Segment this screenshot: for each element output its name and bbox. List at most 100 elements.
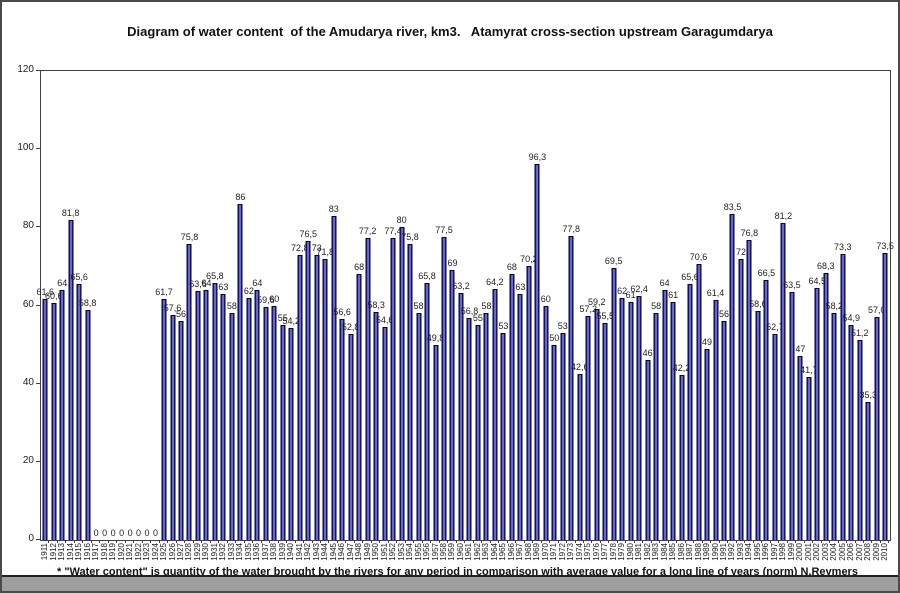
bar-value-label: 65,8 — [418, 270, 436, 281]
bar — [500, 332, 506, 540]
bar — [322, 259, 328, 540]
bar-group: 0 — [100, 71, 108, 540]
bar-value-label: 75,8 — [180, 231, 199, 242]
bar — [585, 316, 591, 540]
bar-value-label: 66,5 — [757, 268, 776, 279]
x-tick-mark — [49, 540, 58, 543]
x-tick-label: 1948 — [354, 543, 364, 561]
x-tick-mark — [270, 540, 279, 543]
bar-value-label: 64 — [57, 277, 68, 288]
bar-group: 58 — [481, 71, 491, 540]
x-tick-label: 2010 — [880, 543, 890, 561]
y-tick-mark — [36, 382, 40, 384]
bar-group: 52,7 — [766, 71, 784, 540]
x-tick-mark — [448, 540, 457, 543]
bar-group: 0 — [134, 71, 142, 540]
x-axis-ticks — [41, 540, 890, 543]
x-tick-mark — [355, 540, 364, 543]
bar-value-label: 64,2 — [486, 277, 504, 288]
x-tick-label: 1985 — [668, 543, 678, 561]
x-tick-mark — [363, 540, 372, 543]
bar-value-label: 53 — [498, 320, 509, 331]
bar-value-label: 80 — [396, 215, 407, 226]
x-tick-mark — [508, 540, 517, 543]
x-tick-mark — [788, 540, 797, 543]
x-tick-mark — [338, 540, 347, 543]
bar — [619, 297, 625, 540]
bar-group: 57,2 — [579, 71, 597, 540]
x-tick-label: 1919 — [108, 543, 118, 561]
x-tick-mark — [134, 540, 143, 543]
bar-value-label: 83,5 — [723, 201, 742, 212]
bar-group: 53 — [498, 71, 509, 540]
bar-group: 41,7 — [800, 71, 818, 540]
bar-group: 56,8 — [461, 71, 478, 540]
bar-value-label: 96,3 — [528, 151, 547, 162]
bar-group: 63,6 — [189, 71, 207, 540]
bar-group: 46 — [643, 71, 653, 540]
bar-group: 83 — [329, 71, 339, 540]
bar-group: 42,6 — [571, 71, 589, 540]
x-tick-label: 1979 — [617, 543, 627, 561]
bar — [670, 301, 676, 540]
bar-group: 68,3 — [817, 71, 835, 540]
x-tick-label: 1923 — [142, 543, 152, 561]
bar-group: 73,5 — [876, 71, 894, 540]
x-tick-mark — [720, 540, 729, 543]
chart-title: Diagram of water content of the Amudarya… — [127, 24, 773, 39]
bar-value-label: 63 — [218, 281, 229, 292]
bar-value-label: 81,2 — [774, 210, 793, 221]
bar-group: 68 — [354, 71, 364, 540]
x-tick-mark — [822, 540, 831, 543]
bar — [526, 265, 532, 540]
x-tick-mark — [652, 540, 661, 543]
x-tick-label: 1921 — [125, 543, 135, 561]
y-tick-label: 100 — [17, 142, 34, 154]
x-tick-mark — [372, 540, 381, 543]
bar-group: 64 — [201, 71, 211, 540]
x-tick-mark — [609, 540, 618, 543]
bar-group: 86 — [235, 71, 245, 540]
bar-group: 63,2 — [452, 71, 470, 540]
bar — [246, 297, 252, 540]
bar-value-label: 0 — [119, 528, 125, 538]
x-tick-mark — [847, 540, 856, 543]
bar — [560, 332, 566, 540]
bar-group: 64,5 — [809, 71, 826, 540]
bar — [59, 289, 65, 540]
bar — [229, 313, 235, 540]
bar — [517, 293, 523, 540]
bar-value-label: 62 — [617, 285, 628, 296]
x-tick-label: 1954 — [405, 543, 415, 561]
bar — [365, 238, 371, 540]
bar-value-label: 61 — [668, 289, 679, 300]
bar — [857, 339, 863, 540]
x-tick-mark — [397, 540, 406, 543]
bar-value-label: 56 — [175, 309, 186, 320]
bar — [416, 313, 422, 540]
x-tick-mark — [296, 540, 305, 543]
bar-value-label: 0 — [136, 528, 142, 538]
bar-value-label: 61,7 — [155, 286, 173, 297]
x-tick-mark — [143, 540, 152, 543]
bar-value-label: 58,2 — [825, 300, 844, 311]
bar-value-label: 61,4 — [706, 288, 725, 299]
x-tick-mark — [635, 540, 644, 543]
bar — [840, 253, 846, 540]
bar — [348, 333, 354, 540]
bar-group: 55 — [473, 71, 483, 540]
bar — [662, 289, 668, 540]
bar-value-label: 64 — [252, 277, 263, 288]
x-tick-mark — [228, 540, 237, 543]
bar — [882, 252, 888, 540]
bar-value-label: 52,8 — [341, 321, 360, 332]
bar — [170, 314, 175, 540]
bar-value-label: 60 — [269, 293, 280, 304]
bar-value-label: 77,4 — [384, 225, 402, 236]
bar-group: 52,8 — [342, 71, 359, 540]
bar-value-label: 50 — [549, 332, 560, 343]
bar-group: 0 — [151, 71, 159, 540]
bar-group: 60 — [269, 71, 280, 540]
x-tick-label: 1989 — [702, 543, 712, 561]
bar — [458, 293, 464, 540]
